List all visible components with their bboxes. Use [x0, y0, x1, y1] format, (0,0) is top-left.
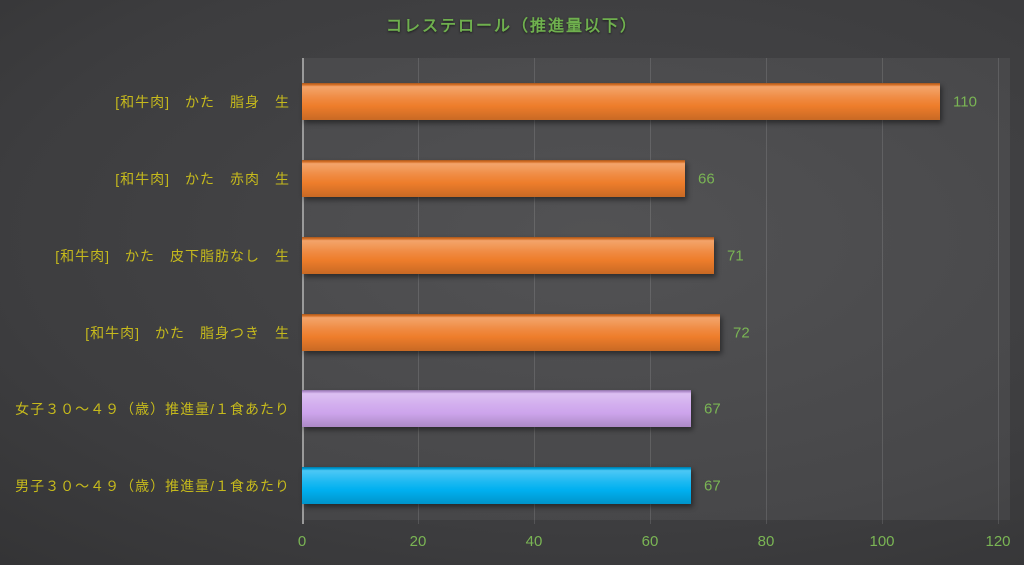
data-label: 67	[704, 400, 721, 417]
gridline	[998, 58, 999, 524]
bar-4	[302, 390, 691, 427]
bar-2	[302, 237, 714, 274]
x-tick-label: 20	[409, 533, 427, 550]
plot-area	[302, 58, 1010, 520]
bar-1	[302, 160, 685, 197]
chart-title: コレステロール（推進量以下）	[385, 18, 638, 35]
category-label: [和牛肉] かた 脂身つき 生	[85, 324, 290, 341]
data-label: 67	[704, 477, 721, 494]
gridline	[766, 58, 767, 524]
x-tick-label: 100	[869, 533, 895, 550]
category-label: [和牛肉] かた 皮下脂肪なし 生	[55, 247, 290, 264]
value-axis-line	[302, 58, 304, 524]
x-tick-label: 40	[525, 533, 543, 550]
bar-3	[302, 314, 720, 351]
data-label: 110	[953, 93, 977, 110]
data-label: 72	[733, 324, 750, 341]
category-label: [和牛肉] かた 赤肉 生	[115, 170, 290, 187]
x-tick-label: 80	[757, 533, 775, 550]
data-label: 71	[727, 247, 744, 264]
gridline	[882, 58, 883, 524]
bar-0	[302, 83, 940, 120]
x-tick-label: 60	[641, 533, 659, 550]
bar-5	[302, 467, 691, 504]
category-label: [和牛肉] かた 脂身 生	[115, 93, 290, 110]
data-label: 66	[698, 170, 715, 187]
x-tick-label: 0	[297, 533, 307, 550]
category-label: 男子３０〜４９（歳）推進量/１食あたり	[15, 477, 290, 494]
gridline	[650, 58, 651, 524]
gridline	[534, 58, 535, 524]
x-tick-label: 120	[985, 533, 1011, 550]
gridline	[418, 58, 419, 524]
category-label: 女子３０〜４９（歳）推進量/１食あたり	[15, 400, 290, 417]
